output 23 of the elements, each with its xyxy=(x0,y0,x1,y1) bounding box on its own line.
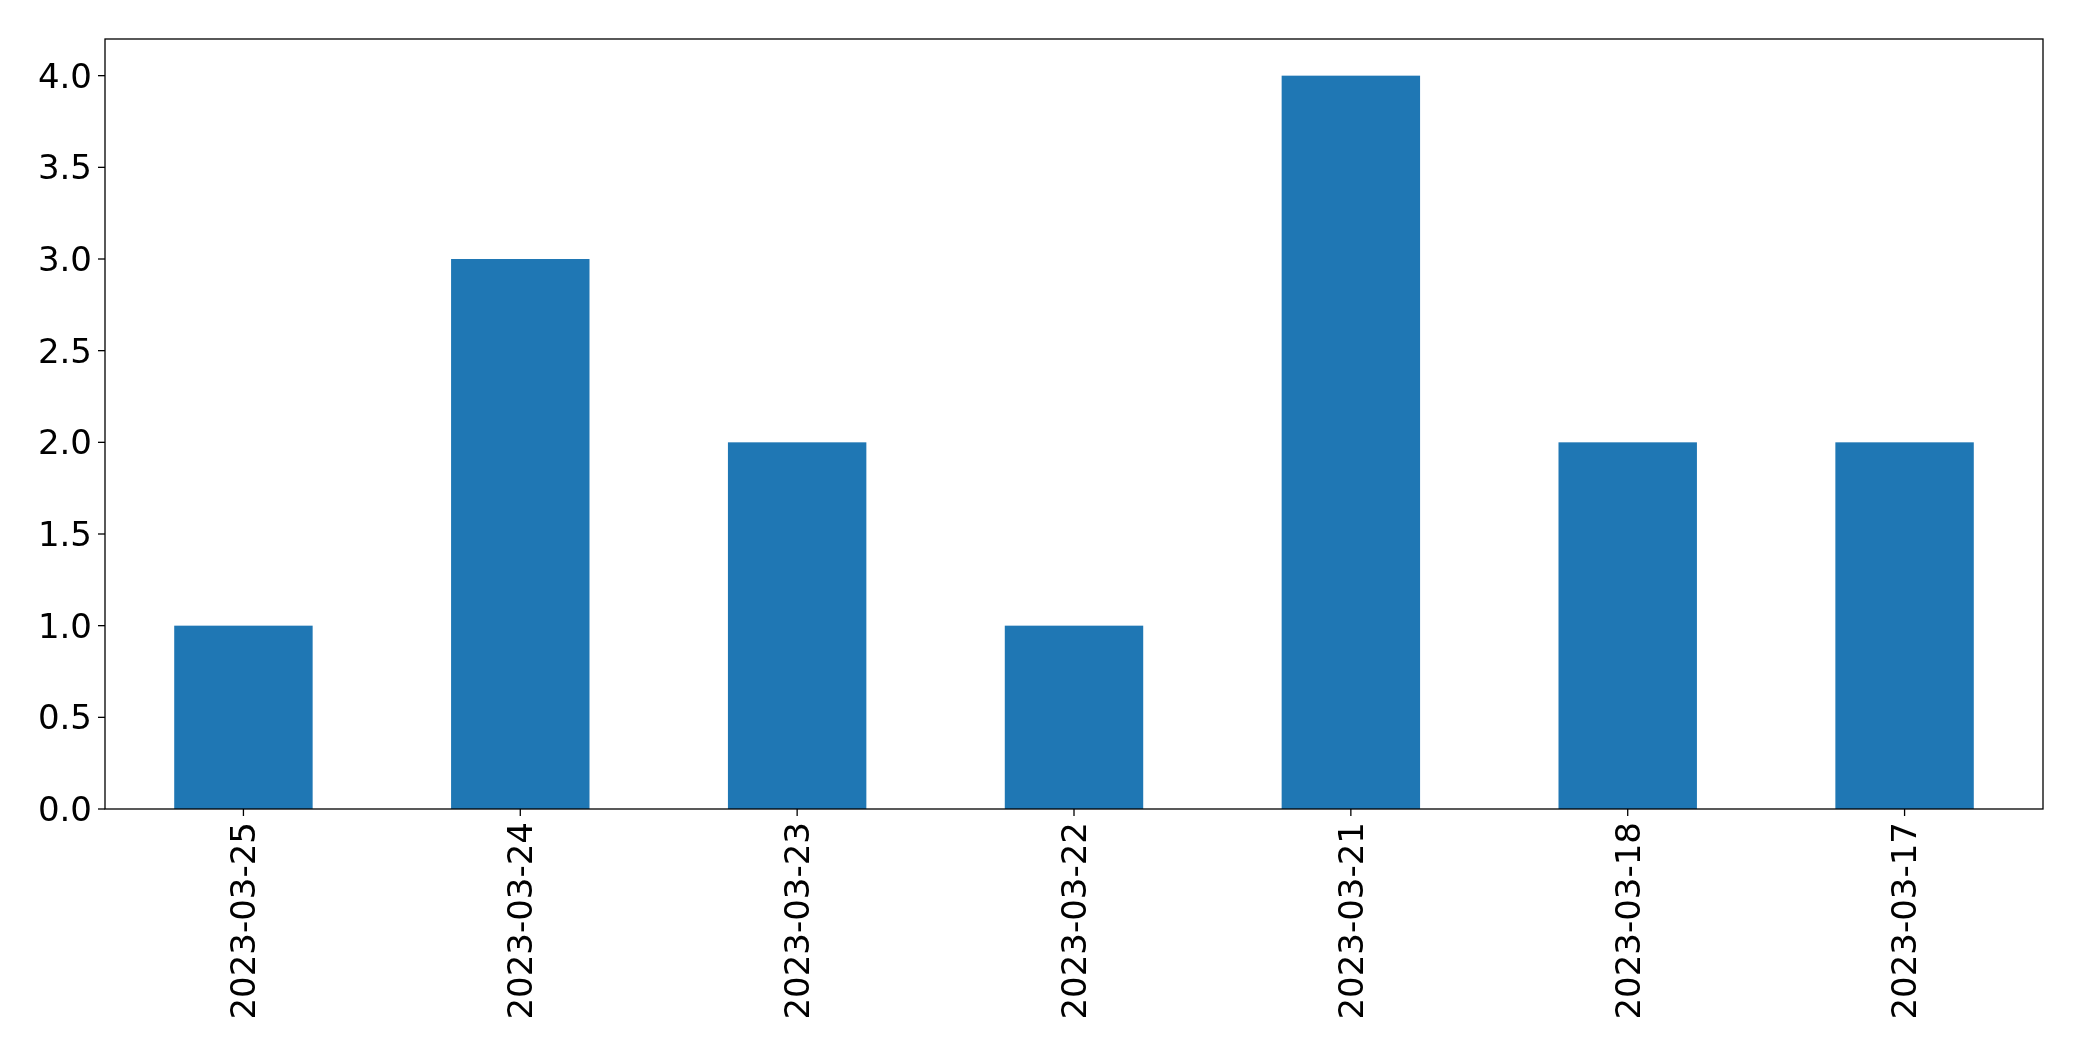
y-tick-label: 1.5 xyxy=(37,513,92,554)
bar xyxy=(174,625,313,809)
bar xyxy=(451,259,590,809)
x-tick-label: 2023-03-25 xyxy=(223,822,264,1020)
x-tick-label: 2023-03-17 xyxy=(1884,822,1925,1020)
bar xyxy=(1281,75,1421,809)
bar xyxy=(1835,442,1974,809)
y-tick-label: 0.5 xyxy=(37,697,92,738)
y-tick-label: 0.0 xyxy=(37,788,92,829)
y-tick-label: 2.5 xyxy=(37,330,92,371)
bar xyxy=(1558,442,1697,809)
bar xyxy=(727,442,867,809)
x-tick-label: 2023-03-24 xyxy=(500,822,541,1020)
x-tick-label: 2023-03-23 xyxy=(777,822,818,1020)
y-tick-label: 2.0 xyxy=(37,422,92,463)
x-tick-label: 2023-03-21 xyxy=(1330,822,1371,1020)
y-tick-label: 3.5 xyxy=(37,147,92,188)
bar xyxy=(1004,625,1144,809)
x-tick-label: 2023-03-22 xyxy=(1053,822,1094,1020)
y-tick-label: 4.0 xyxy=(37,55,92,96)
x-tick-label: 2023-03-18 xyxy=(1607,822,1648,1020)
y-tick-label: 1.0 xyxy=(37,605,92,646)
y-tick-label: 3.0 xyxy=(37,238,92,279)
